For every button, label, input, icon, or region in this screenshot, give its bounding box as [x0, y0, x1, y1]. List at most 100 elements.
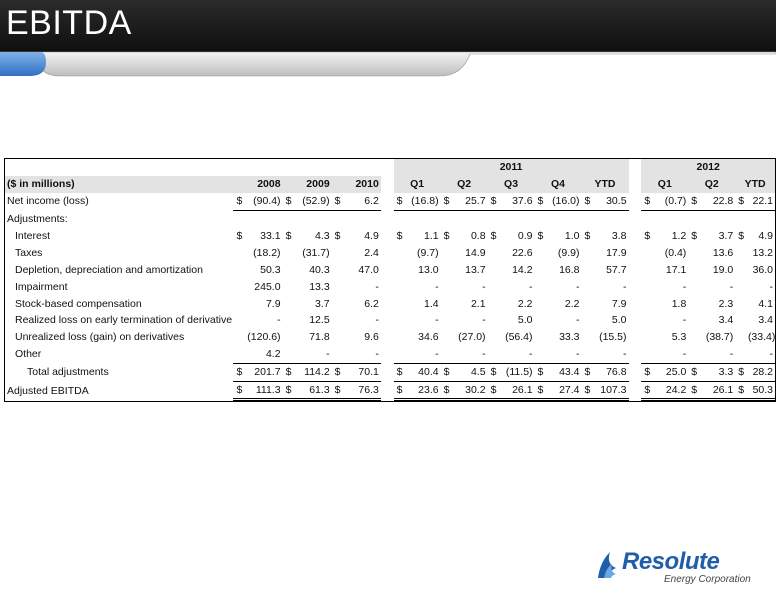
- value-cell: 13.6: [712, 246, 734, 259]
- currency-symbol: $: [688, 381, 699, 402]
- company-logo: Resolute Energy Corporation: [596, 548, 756, 588]
- currency-symbol: $: [233, 381, 245, 402]
- value-cell: 9.6: [364, 331, 379, 344]
- currency-symbol: $: [490, 230, 497, 242]
- value-cell: 76.8: [592, 363, 629, 382]
- value-cell: 6.2: [364, 297, 379, 310]
- value-cell: 33.3: [559, 331, 580, 344]
- table-row: Interest $33.1 $4.3 $4.9 $1.1 $0.8 $0.9 $1.0 $3.…: [5, 228, 775, 245]
- row-label: Adjusted EBITDA: [7, 384, 89, 397]
- col-2009-header: 2009: [282, 175, 332, 193]
- value-cell: 14.9: [465, 246, 486, 259]
- currency-symbol: $: [738, 230, 745, 242]
- value-cell: 2.2: [564, 297, 580, 310]
- value-cell: (9.9): [557, 246, 580, 259]
- value-cell: 5.3: [671, 331, 687, 344]
- value-cell: 14.2: [512, 263, 533, 276]
- currency-symbol: $: [534, 192, 546, 211]
- currency-symbol: $: [393, 363, 405, 382]
- currency-symbol: $: [641, 192, 652, 211]
- value-cell: 61.3: [293, 381, 332, 402]
- currency-symbol: $: [735, 363, 746, 382]
- currency-symbol: $: [534, 363, 546, 382]
- col-ytd-2012-header: YTD: [735, 175, 775, 193]
- value-cell: -: [729, 280, 734, 293]
- logo-flame-icon: [598, 552, 616, 578]
- value-cell: -: [482, 314, 486, 327]
- value-cell: -: [652, 345, 689, 364]
- value-cell: -: [576, 314, 580, 327]
- value-cell: 5.0: [611, 314, 627, 327]
- value-cell: [244, 210, 282, 227]
- value-cell: (27.0): [458, 331, 486, 344]
- currency-symbol: $: [393, 192, 405, 211]
- table-row: Adjusted EBITDA $111.3 $61.3 $76.3 $23.6 $30.…: [5, 381, 775, 402]
- value-cell: -: [375, 314, 379, 327]
- currency-symbol: $: [644, 230, 651, 242]
- value-cell: 12.5: [309, 314, 330, 327]
- value-cell: 22.1: [745, 192, 775, 211]
- currency-symbol: $: [487, 192, 499, 211]
- row-label: Adjustments:: [7, 212, 68, 225]
- table-row: Stock-based compensation 7.9 3.7 6.2 1.4 2.1 2…: [5, 295, 775, 312]
- value-cell: 26.1: [698, 381, 736, 402]
- row-label: Stock-based compensation: [15, 297, 142, 310]
- ebitda-table: 2011 2012 ($ in millions) 2008 2009 2010…: [5, 159, 775, 402]
- value-cell: 70.1: [342, 363, 381, 382]
- currency-symbol: $: [487, 381, 499, 402]
- value-cell: 50.3: [260, 263, 281, 276]
- value-cell: -: [769, 280, 774, 293]
- value-cell: 2.1: [470, 297, 486, 310]
- currency-symbol: $: [534, 381, 546, 402]
- value-cell: (16.0): [545, 192, 582, 211]
- currency-symbol: $: [688, 192, 699, 211]
- value-cell: 114.2: [293, 363, 332, 382]
- value-cell: 30.2: [451, 381, 488, 402]
- logo-subtitle: Energy Corporation: [664, 574, 751, 585]
- currency-symbol: $: [581, 192, 593, 211]
- value-cell: 1.1: [423, 230, 439, 242]
- value-cell: 22.8: [698, 192, 736, 211]
- currency-symbol: $: [641, 363, 652, 382]
- title-bar: EBITDA: [0, 0, 776, 52]
- value-cell: (90.4): [244, 192, 283, 211]
- slide-title: EBITDA: [6, 4, 132, 42]
- row-label: Realized loss on early termination of de…: [15, 314, 233, 327]
- value-cell: 3.4: [758, 314, 773, 327]
- value-cell: (9.7): [417, 246, 439, 259]
- currency-symbol: $: [282, 363, 294, 382]
- value-cell: 34.6: [418, 331, 439, 344]
- table-row: Taxes (18.2) (31.7) 2.4 (9.7) 14.9 22.6 (9.9) 17…: [5, 244, 775, 261]
- value-cell: [404, 210, 440, 227]
- value-cell: 28.2: [745, 363, 775, 382]
- currency-symbol: $: [641, 381, 652, 402]
- col-q1-2012-header: Q1: [641, 175, 689, 193]
- value-cell: [342, 210, 381, 227]
- row-label: Total adjustments: [27, 366, 109, 379]
- row-label: Depletion, depreciation and amortization: [15, 263, 203, 276]
- value-cell: 107.3: [592, 381, 629, 402]
- value-cell: (52.9): [293, 192, 332, 211]
- value-cell: -: [482, 280, 486, 293]
- value-cell: 2.3: [718, 297, 734, 310]
- currency-symbol: $: [282, 192, 294, 211]
- table-row: Realized loss on early termination of de…: [5, 312, 775, 329]
- currency-symbol: $: [233, 192, 245, 211]
- value-cell: -: [698, 345, 736, 364]
- value-cell: (33.4): [747, 331, 775, 344]
- value-cell: -: [293, 345, 332, 364]
- year-2011-header: 2011: [393, 159, 629, 176]
- currency-symbol: $: [581, 381, 593, 402]
- value-cell: -: [682, 280, 687, 293]
- row-label: Other: [15, 348, 42, 361]
- value-cell: -: [498, 345, 535, 364]
- table-row: Adjustments:: [5, 210, 775, 227]
- value-cell: -: [592, 345, 629, 364]
- currency-symbol: $: [331, 381, 343, 402]
- currency-symbol: $: [688, 363, 699, 382]
- value-cell: 3.8: [611, 230, 627, 242]
- value-cell: 17.9: [606, 246, 627, 259]
- currency-symbol: $: [487, 363, 499, 382]
- col-q2-2012-header: Q2: [688, 175, 736, 193]
- value-cell: -: [529, 280, 533, 293]
